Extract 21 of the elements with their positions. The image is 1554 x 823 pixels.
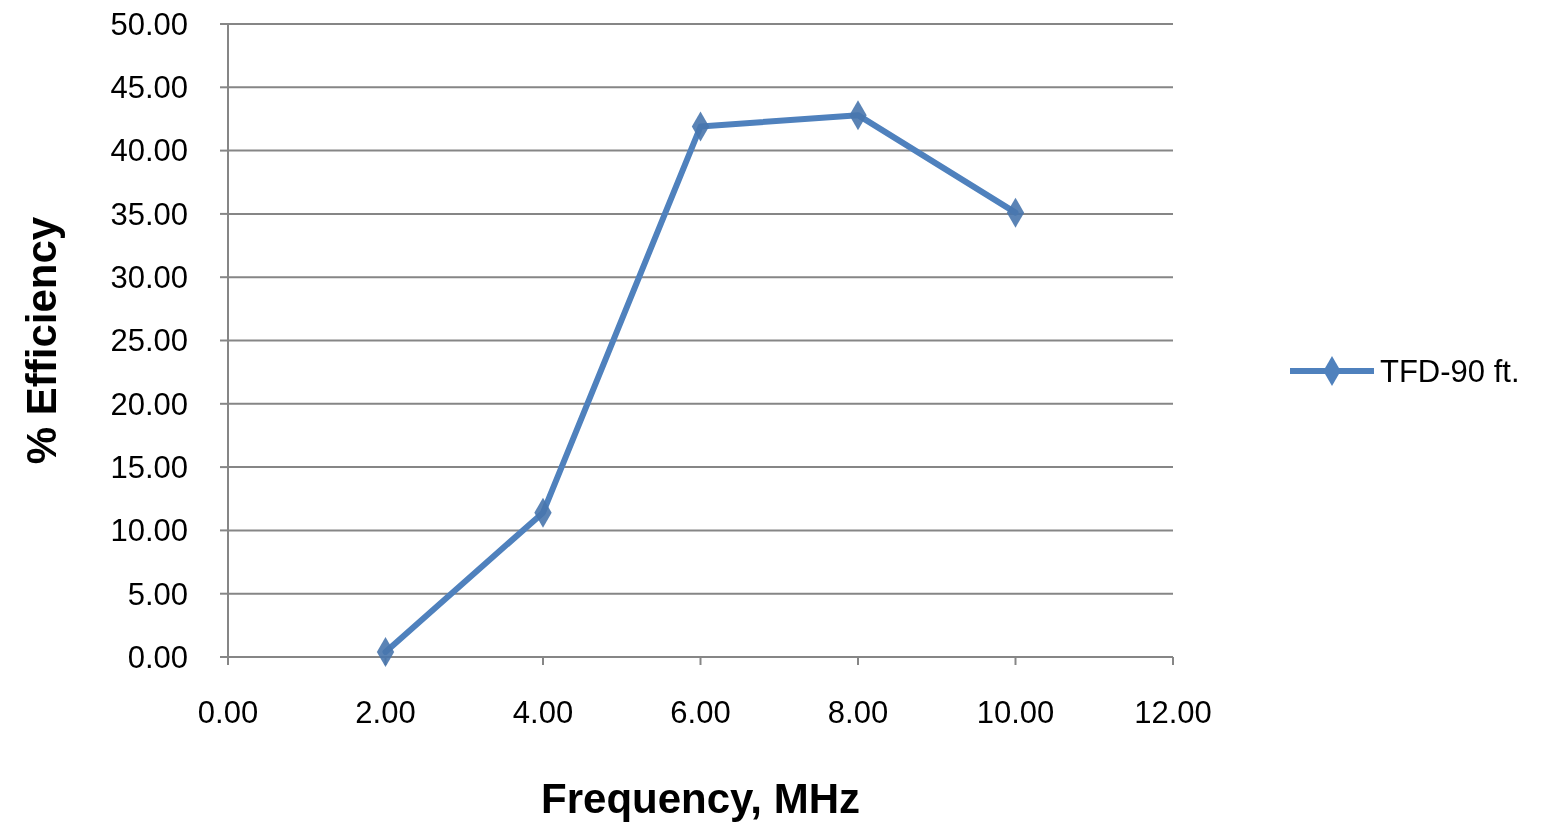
y-tick-label: 20.00 (110, 386, 188, 422)
x-tick-label: 0.00 (197, 695, 259, 730)
y-tick-label: 5.00 (127, 576, 188, 612)
x-axis-title: Frequency, MHz (541, 775, 860, 822)
x-tick-label: 6.00 (670, 695, 731, 730)
legend-label: TFD-90 ft. (1380, 353, 1520, 389)
x-tick-label: 10.00 (976, 695, 1055, 730)
y-tick-label: 10.00 (110, 513, 188, 549)
y-tick-label: 40.00 (110, 133, 188, 169)
y-axis-title: % Efficiency (18, 216, 65, 465)
y-tick-label: 45.00 (110, 70, 188, 106)
y-tick-label: 30.00 (110, 260, 188, 296)
y-tick-label: 50.00 (110, 6, 188, 42)
y-tick-label: 15.00 (110, 449, 188, 485)
y-tick-label: 35.00 (110, 196, 188, 232)
x-tick-label: 8.00 (827, 695, 889, 730)
x-tick-label: 2.00 (355, 695, 416, 730)
y-tick-label: 25.00 (110, 323, 188, 359)
x-tick-label: 12.00 (1134, 695, 1212, 730)
x-tick-label: 4.00 (512, 695, 574, 730)
y-tick-label: 0.00 (127, 639, 188, 675)
